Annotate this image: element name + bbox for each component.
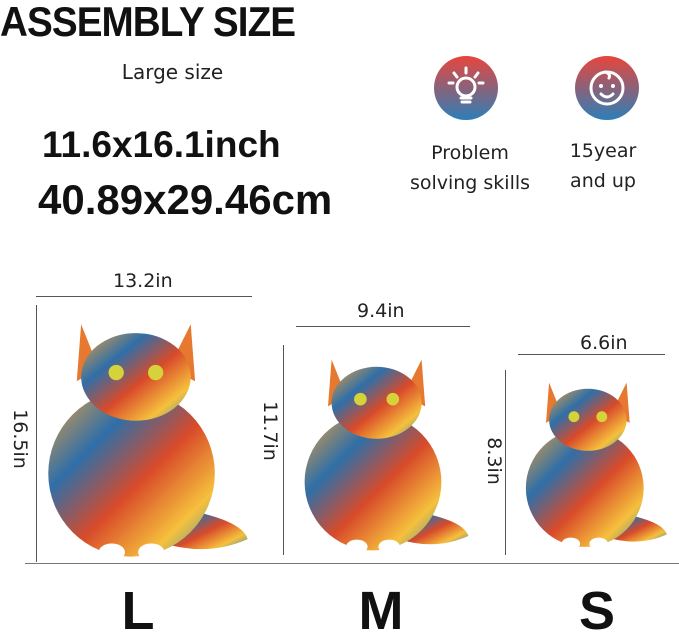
baseline: [25, 563, 679, 564]
feature-line1: 15year: [569, 140, 637, 162]
width-label-small: 6.6in: [580, 332, 628, 354]
size-label: Large size: [121, 60, 224, 84]
height-label-medium: 11.7in: [258, 401, 281, 461]
width-arrow-small: [518, 354, 665, 355]
size-letter-small: S: [578, 581, 616, 641]
lightbulb-icon: [434, 56, 498, 120]
height-label-large: 16.5in: [8, 409, 31, 469]
cat-puzzle-large: [48, 324, 248, 561]
width-label-medium: 9.4in: [357, 300, 405, 322]
width-arrow-large: [36, 296, 252, 297]
size-letter-large: L: [121, 581, 155, 641]
size-letter-medium: M: [358, 581, 404, 641]
height-arrow-small: [505, 370, 506, 555]
cat-puzzle-medium: [304, 359, 469, 554]
dimension-inch: 11.6x16.1inch: [42, 124, 281, 165]
feature-problem-solving: Problem solving skills: [400, 138, 540, 198]
baby-face-icon: [575, 56, 639, 120]
height-arrow-large: [36, 305, 37, 562]
feature-age: 15year and up: [533, 136, 673, 196]
height-label-small: 8.3in: [482, 437, 505, 485]
feature-line1: Problem: [431, 142, 509, 164]
dimension-cm: 40.89x29.46cm: [38, 176, 333, 223]
width-label-large: 13.2in: [113, 270, 173, 292]
width-arrow-medium: [296, 326, 470, 327]
feature-line2: solving skills: [409, 172, 531, 194]
height-arrow-medium: [283, 345, 284, 555]
cat-puzzle-small: [525, 382, 667, 550]
feature-line2: and up: [570, 170, 636, 192]
page-title: ASSEMBLY SIZE: [0, 0, 296, 45]
